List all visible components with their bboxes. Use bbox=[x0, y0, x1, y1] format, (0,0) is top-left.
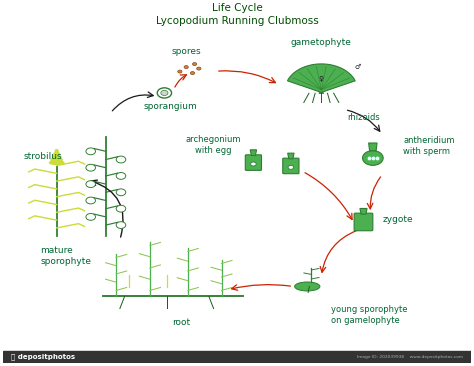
Ellipse shape bbox=[295, 282, 320, 291]
Circle shape bbox=[184, 66, 188, 68]
Text: sporangium: sporangium bbox=[143, 102, 197, 111]
Text: rhizoids: rhizoids bbox=[347, 113, 380, 122]
Polygon shape bbox=[250, 150, 256, 156]
FancyBboxPatch shape bbox=[245, 155, 262, 170]
Text: antheridium
with sperm: antheridium with sperm bbox=[403, 136, 455, 156]
Circle shape bbox=[161, 90, 168, 96]
Text: spores: spores bbox=[172, 47, 201, 56]
Circle shape bbox=[116, 205, 126, 212]
Ellipse shape bbox=[54, 153, 60, 156]
Circle shape bbox=[86, 164, 95, 171]
Title: Life Cycle
Lycopodium Running Clubmoss: Life Cycle Lycopodium Running Clubmoss bbox=[155, 3, 319, 26]
Circle shape bbox=[251, 162, 256, 166]
FancyBboxPatch shape bbox=[283, 158, 299, 174]
Bar bbox=[3, 351, 471, 363]
FancyBboxPatch shape bbox=[354, 213, 373, 231]
Text: gametophyte: gametophyte bbox=[291, 38, 352, 47]
Circle shape bbox=[86, 148, 95, 155]
Text: strobilus: strobilus bbox=[24, 152, 63, 161]
Circle shape bbox=[192, 63, 197, 66]
Text: root: root bbox=[172, 318, 190, 327]
Polygon shape bbox=[360, 209, 367, 214]
Ellipse shape bbox=[51, 158, 63, 161]
Circle shape bbox=[197, 67, 201, 70]
Ellipse shape bbox=[52, 155, 61, 159]
Text: Image ID: 202039938    www.depositphotos.com: Image ID: 202039938 www.depositphotos.co… bbox=[357, 355, 463, 359]
Polygon shape bbox=[369, 143, 377, 151]
Circle shape bbox=[86, 181, 95, 187]
Text: ♂: ♂ bbox=[355, 64, 361, 70]
Polygon shape bbox=[287, 64, 355, 93]
Circle shape bbox=[86, 213, 95, 220]
Circle shape bbox=[116, 189, 126, 196]
Ellipse shape bbox=[49, 161, 64, 164]
Circle shape bbox=[191, 72, 195, 75]
Text: archegonium
with egg: archegonium with egg bbox=[186, 135, 241, 155]
Circle shape bbox=[116, 222, 126, 228]
Circle shape bbox=[116, 172, 126, 179]
Circle shape bbox=[363, 151, 383, 165]
Circle shape bbox=[157, 88, 172, 98]
Circle shape bbox=[288, 165, 294, 169]
Circle shape bbox=[86, 197, 95, 204]
Circle shape bbox=[116, 156, 126, 163]
Text: zygote: zygote bbox=[382, 215, 413, 224]
Text: young sporophyte
on gamelophyte: young sporophyte on gamelophyte bbox=[331, 305, 407, 325]
Circle shape bbox=[178, 70, 182, 73]
Text: ⓘ depositphotos: ⓘ depositphotos bbox=[11, 354, 75, 360]
Polygon shape bbox=[288, 153, 294, 159]
Text: mature
sporophyte: mature sporophyte bbox=[40, 246, 91, 266]
Ellipse shape bbox=[55, 150, 58, 153]
Text: ♀: ♀ bbox=[319, 75, 324, 81]
